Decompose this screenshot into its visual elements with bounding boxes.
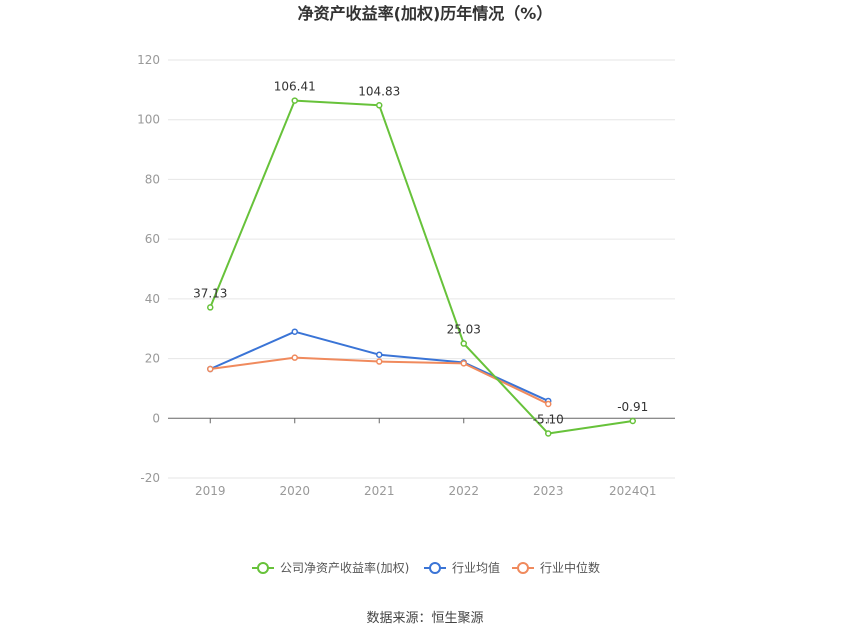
series-line-1 (209, 330, 549, 402)
y-axis-ticks: -20 0 20 40 60 80 100 120 (137, 53, 160, 485)
legend-item-2[interactable]: 行业中位数 (512, 560, 600, 575)
series-line-0 (209, 99, 633, 435)
chart-title: 净资产收益率(加权)历年情况（%） (298, 4, 553, 23)
data-labels: 37.13 106.41 104.83 25.03 -5.10 -0.91 (193, 80, 648, 427)
y-tick-label: 20 (145, 352, 160, 366)
data-point (376, 102, 383, 109)
data-label: 104.83 (358, 84, 400, 98)
x-tick-label: 2022 (448, 484, 479, 498)
data-point (376, 358, 383, 365)
data-label: 25.03 (447, 323, 481, 337)
data-label: 37.13 (193, 286, 227, 300)
data-label: -0.91 (617, 400, 648, 414)
data-label: -5.10 (533, 413, 564, 427)
x-tick-label: 2021 (364, 484, 395, 498)
data-point (207, 304, 214, 311)
gridlines (168, 59, 675, 479)
x-tick-label: 2023 (533, 484, 564, 498)
x-tick-label: 2019 (195, 484, 226, 498)
y-tick-label: 0 (152, 411, 160, 425)
x-tick-label: 2020 (279, 484, 310, 498)
data-point (291, 97, 298, 104)
legend-label: 行业均值 (452, 560, 500, 575)
legend-label: 行业中位数 (540, 560, 600, 575)
y-tick-label: 40 (145, 292, 160, 306)
data-label: 106.41 (274, 80, 316, 94)
legend-swatch-marker (517, 562, 529, 574)
legend-label: 公司净资产收益率(加权) (280, 560, 409, 575)
series-lines (207, 97, 636, 437)
data-point (460, 360, 467, 367)
legend-swatch-marker (257, 562, 269, 574)
y-tick-label: 120 (137, 53, 160, 67)
data-point (291, 328, 298, 335)
legend-swatch-marker (429, 562, 441, 574)
x-tick-label: 2024Q1 (609, 484, 657, 498)
legend: 公司净资产收益率(加权) 行业均值 行业中位数 (252, 560, 600, 575)
y-tick-label: -20 (140, 471, 160, 485)
legend-item-0[interactable]: 公司净资产收益率(加权) (252, 560, 409, 575)
y-tick-label: 60 (145, 232, 160, 246)
data-point (207, 365, 214, 373)
data-point (545, 430, 552, 437)
data-point (460, 340, 467, 347)
data-point (545, 400, 552, 408)
data-source: 数据来源：恒生聚源 (366, 611, 483, 626)
y-tick-label: 100 (137, 113, 160, 127)
x-axis: 2019 2020 2021 2022 2023 2024Q1 (195, 418, 657, 498)
data-point (629, 417, 636, 425)
data-point (376, 351, 383, 358)
y-tick-label: 80 (145, 172, 160, 186)
data-point (291, 354, 298, 361)
legend-item-1[interactable]: 行业均值 (424, 560, 500, 575)
